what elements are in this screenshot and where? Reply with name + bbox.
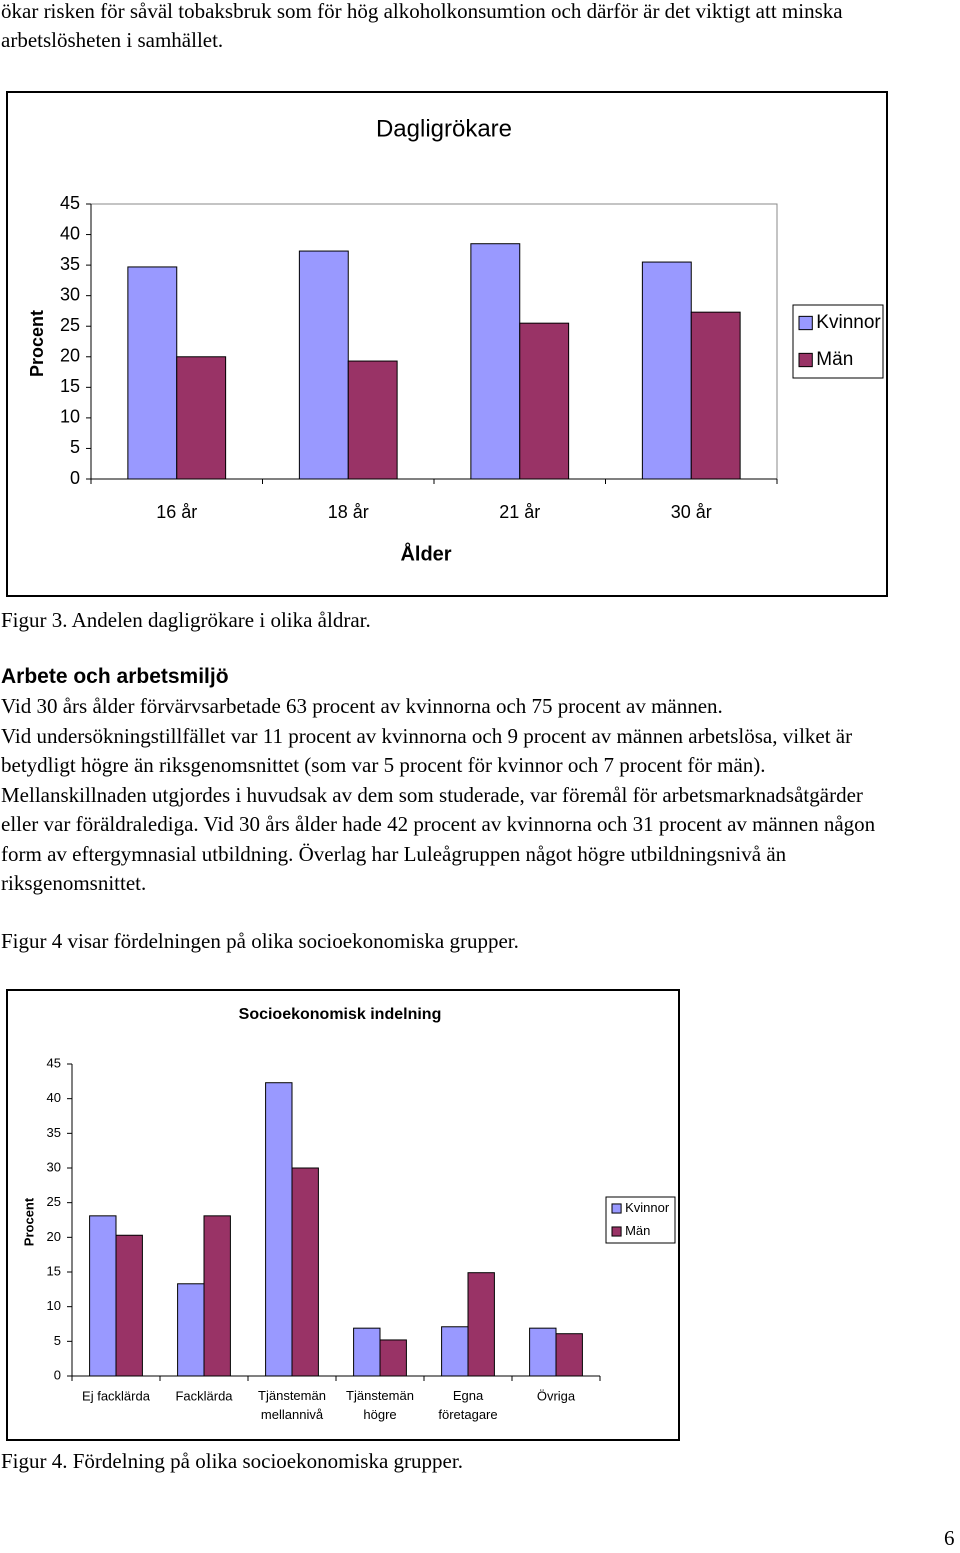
bar (203, 1215, 231, 1377)
bar (291, 1167, 319, 1377)
y-tick-label: 25 (47, 1194, 61, 1209)
bar (641, 261, 692, 480)
x-tick-label: 16 år (156, 502, 197, 522)
chart-frame (6, 91, 888, 597)
y-tick-label: 10 (47, 1298, 61, 1313)
y-tick-label: 35 (60, 254, 80, 274)
bar (176, 356, 227, 480)
y-axis-title: Procent (27, 310, 47, 377)
chart-frame (6, 989, 680, 1441)
y-tick-label: 45 (60, 193, 80, 213)
y-tick-label: 0 (70, 468, 80, 488)
y-tick-label: 35 (47, 1125, 61, 1140)
y-tick-label: 20 (47, 1229, 61, 1244)
y-tick-label: 25 (60, 315, 80, 335)
bar (470, 243, 521, 480)
legend-label: Kvinnor (816, 312, 881, 333)
y-axis-title: Procent (21, 1197, 36, 1246)
x-tick-label: 21 år (499, 502, 540, 522)
x-tick-label: 18 år (328, 502, 369, 522)
y-tick-label: 15 (60, 376, 80, 396)
figure-caption: Figur 3. Andelen dagligrökare i olika ål… (1, 608, 371, 632)
y-tick-label: 5 (70, 437, 80, 457)
y-tick-label: 0 (54, 1367, 61, 1382)
bar (89, 1215, 117, 1377)
bar (467, 1272, 495, 1377)
bar (265, 1082, 293, 1377)
legend-label: Kvinnor (625, 1200, 670, 1215)
x-tick-label: Övriga (537, 1388, 576, 1403)
bar (519, 322, 570, 480)
y-tick-label: 5 (54, 1333, 61, 1348)
x-tick-label: Egna företagare (438, 1388, 497, 1422)
legend-swatch (798, 352, 813, 368)
y-tick-label: 30 (60, 284, 80, 304)
paragraph: Figur 4 visar fördelningen på olika soci… (1, 929, 519, 953)
x-tick-label: Tjänstemän högre (346, 1388, 414, 1422)
chart-title: Dagligrökare (376, 115, 512, 142)
figure-caption: Figur 4. Fördelning på olika socioekonom… (1, 1449, 463, 1473)
bar (529, 1327, 557, 1377)
legend-label: Män (625, 1223, 650, 1238)
bar (353, 1327, 381, 1377)
legend-swatch (611, 1226, 622, 1237)
legend-label: Män (816, 349, 853, 370)
plot-frame (91, 203, 778, 479)
paragraph: Vid undersökningstillfället var 11 proce… (1, 724, 876, 896)
y-tick-label: 45 (47, 1055, 61, 1070)
y-tick-label: 20 (60, 346, 80, 366)
bar (347, 360, 398, 480)
x-tick-label: Ej facklärda (82, 1388, 151, 1403)
bar (298, 250, 349, 480)
chart-title: Socioekonomisk indelning (239, 1006, 442, 1023)
bar (555, 1333, 583, 1377)
y-tick-label: 40 (60, 223, 80, 243)
y-tick-label: 40 (47, 1090, 61, 1105)
x-tick-label: Tjänstemän mellannivå (258, 1388, 326, 1422)
bar (379, 1339, 407, 1377)
page-number: 6 (944, 1526, 955, 1550)
x-axis-title: Ålder (400, 541, 451, 565)
bar (127, 266, 178, 480)
x-tick-label: 30 år (671, 502, 712, 522)
y-tick-label: 15 (47, 1263, 61, 1278)
bar (441, 1326, 469, 1377)
bar (177, 1283, 205, 1377)
x-tick-label: Facklärda (175, 1388, 233, 1403)
legend-swatch (611, 1203, 622, 1214)
paragraph: Vid 30 års ålder förvärvsarbetade 63 pro… (1, 694, 723, 718)
bar (690, 311, 741, 480)
bar (115, 1234, 143, 1377)
y-tick-label: 10 (60, 407, 80, 427)
y-tick-label: 30 (47, 1159, 61, 1174)
intro-text: ökar risken för såväl tobaksbruk som för… (1, 0, 843, 53)
legend-swatch (798, 315, 813, 331)
section-heading: Arbete och arbetsmiljö (1, 665, 229, 688)
